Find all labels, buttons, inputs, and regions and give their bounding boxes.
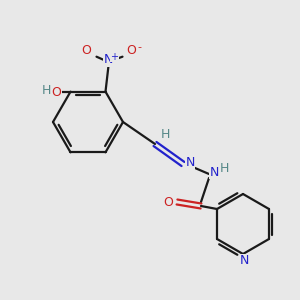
Text: -: - [137, 42, 142, 52]
Text: H: H [160, 128, 170, 140]
Text: O: O [163, 196, 173, 208]
Text: N: N [239, 254, 249, 268]
Text: O: O [52, 86, 61, 99]
Text: N: N [104, 53, 113, 66]
Text: N: N [185, 157, 195, 169]
Text: N: N [209, 166, 219, 178]
Text: O: O [82, 44, 92, 57]
Text: O: O [127, 44, 136, 57]
Text: H: H [219, 163, 229, 176]
Text: +: + [110, 52, 118, 62]
Text: H: H [42, 84, 51, 97]
